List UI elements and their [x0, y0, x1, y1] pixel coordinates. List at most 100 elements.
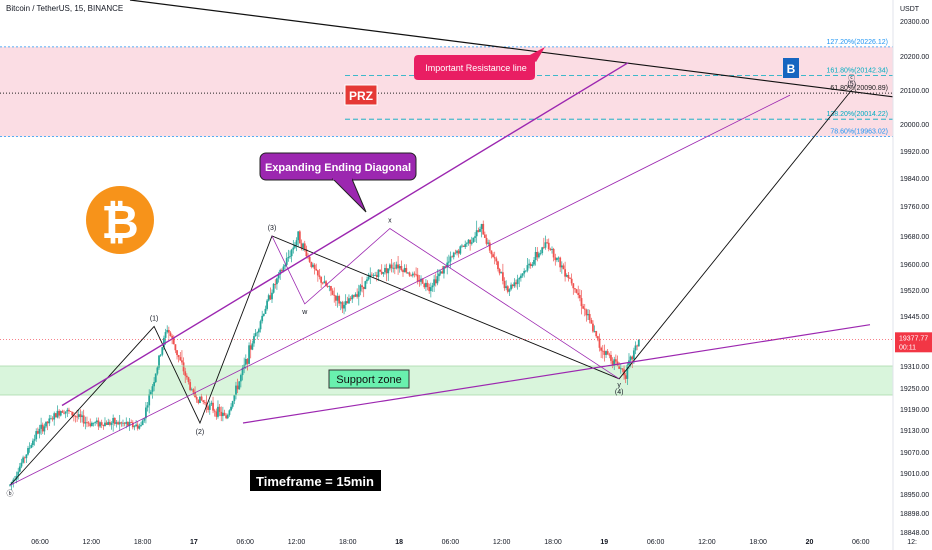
candle-body	[330, 286, 332, 291]
wave-label: y	[617, 382, 621, 389]
candle-body	[151, 386, 154, 392]
candle-body	[153, 382, 155, 387]
candle-body	[631, 356, 634, 360]
candle-body	[249, 345, 252, 350]
candle-body	[264, 308, 267, 314]
candle-body	[213, 410, 216, 412]
candle-body	[179, 357, 182, 361]
time-tick-label: 06:00	[442, 539, 460, 546]
candle-body	[87, 422, 90, 424]
candle-body	[59, 411, 62, 416]
diagonal-upper-line	[61, 62, 629, 407]
candle-body	[187, 377, 190, 383]
candle-body	[356, 294, 359, 297]
candle-body	[626, 364, 629, 379]
candle-body	[167, 329, 170, 333]
candle-body	[433, 279, 436, 286]
candle-body	[20, 462, 23, 467]
candle-body	[488, 242, 491, 251]
candle-body	[577, 292, 580, 296]
candle-body	[99, 422, 101, 427]
candle-body	[154, 373, 157, 383]
candle-body	[279, 269, 282, 275]
svg-text:₿: ₿	[101, 195, 139, 249]
candle-body	[446, 262, 449, 268]
candle-body	[461, 245, 463, 247]
price-tick-label: 20000.00	[900, 122, 929, 129]
candle-body	[348, 298, 350, 304]
candle-body	[148, 394, 151, 406]
candle-body	[431, 285, 434, 288]
candle-body	[233, 395, 236, 402]
candle-body	[495, 258, 498, 262]
candle-body	[467, 239, 470, 244]
price-tick-label: 19600.00	[900, 262, 929, 269]
time-axis[interactable]: 06:00 12:00 18:00 17 06:00 12:00 18:00 18 06:00 1…	[31, 539, 917, 546]
candle-body	[531, 264, 534, 266]
candle-body	[174, 344, 177, 351]
candle-body	[364, 281, 367, 290]
price-tick-label: 19520.00	[900, 288, 929, 295]
time-tick-label: 19	[600, 539, 608, 546]
candle-body	[236, 385, 239, 390]
candle-body	[418, 281, 421, 282]
candle-body	[516, 279, 519, 285]
resistance-line	[129, 0, 894, 98]
time-tick-label: 18:00	[544, 539, 562, 546]
candle-body	[387, 268, 390, 274]
candle-body	[207, 406, 210, 410]
candle-body	[611, 360, 614, 367]
candle-body	[528, 263, 530, 266]
candle-body	[81, 415, 83, 418]
candle-body	[541, 247, 544, 254]
candle-body	[68, 409, 70, 412]
candle-body	[449, 256, 452, 262]
b-square-icon: B	[783, 58, 799, 78]
candle-body	[298, 231, 301, 244]
candle-body	[457, 250, 460, 254]
candle-body	[220, 411, 223, 417]
candle-body	[146, 405, 149, 408]
symbol-title: Bitcoin / TetherUS, 15, BINANCE	[6, 4, 123, 13]
candle-body	[613, 359, 616, 367]
candle-body	[575, 289, 578, 293]
candle-body	[248, 345, 250, 364]
price-tick-label: 20100.00	[900, 88, 929, 95]
candle-body	[54, 413, 57, 418]
candle-body	[425, 282, 427, 288]
candle-body	[513, 282, 516, 287]
candle-body	[177, 355, 180, 358]
support-label-box: Support zone	[328, 369, 410, 389]
svg-text:B: B	[787, 62, 796, 76]
time-tick-label: 18	[395, 539, 403, 546]
fibonacci-levels: 127.20%(20226.12) 161.80%(20142.34) 61.80%…	[0, 39, 893, 137]
wave-label: (2)	[196, 429, 205, 436]
price-tick-label: 20200.00	[900, 54, 929, 61]
candle-body	[451, 256, 454, 258]
candle-body	[556, 257, 558, 261]
candle-body	[372, 275, 375, 276]
candle-body	[421, 278, 424, 284]
candle-body	[485, 237, 488, 244]
candle-body	[385, 268, 388, 274]
candle-body	[166, 329, 169, 333]
candle-body	[223, 412, 226, 416]
candle-body	[202, 400, 205, 402]
candle-body	[606, 351, 609, 355]
candle-body	[128, 422, 131, 426]
candle-body	[102, 424, 105, 427]
candle-body	[27, 448, 29, 455]
candle-body	[272, 283, 275, 293]
candle-body	[72, 415, 75, 417]
candle-body	[357, 291, 360, 297]
support-label: Support zone	[336, 374, 401, 386]
candle-body	[197, 399, 200, 403]
time-tick-label: 18:00	[134, 539, 152, 546]
price-axis[interactable]: 20300.00 20200.00 20100.00 20000.00 19920.00…	[900, 19, 929, 537]
candle-body	[117, 422, 119, 425]
time-tick-label: 12:00	[83, 539, 101, 546]
candle-body	[538, 253, 540, 258]
candle-body	[261, 315, 264, 322]
time-tick-label: 17	[190, 539, 198, 546]
